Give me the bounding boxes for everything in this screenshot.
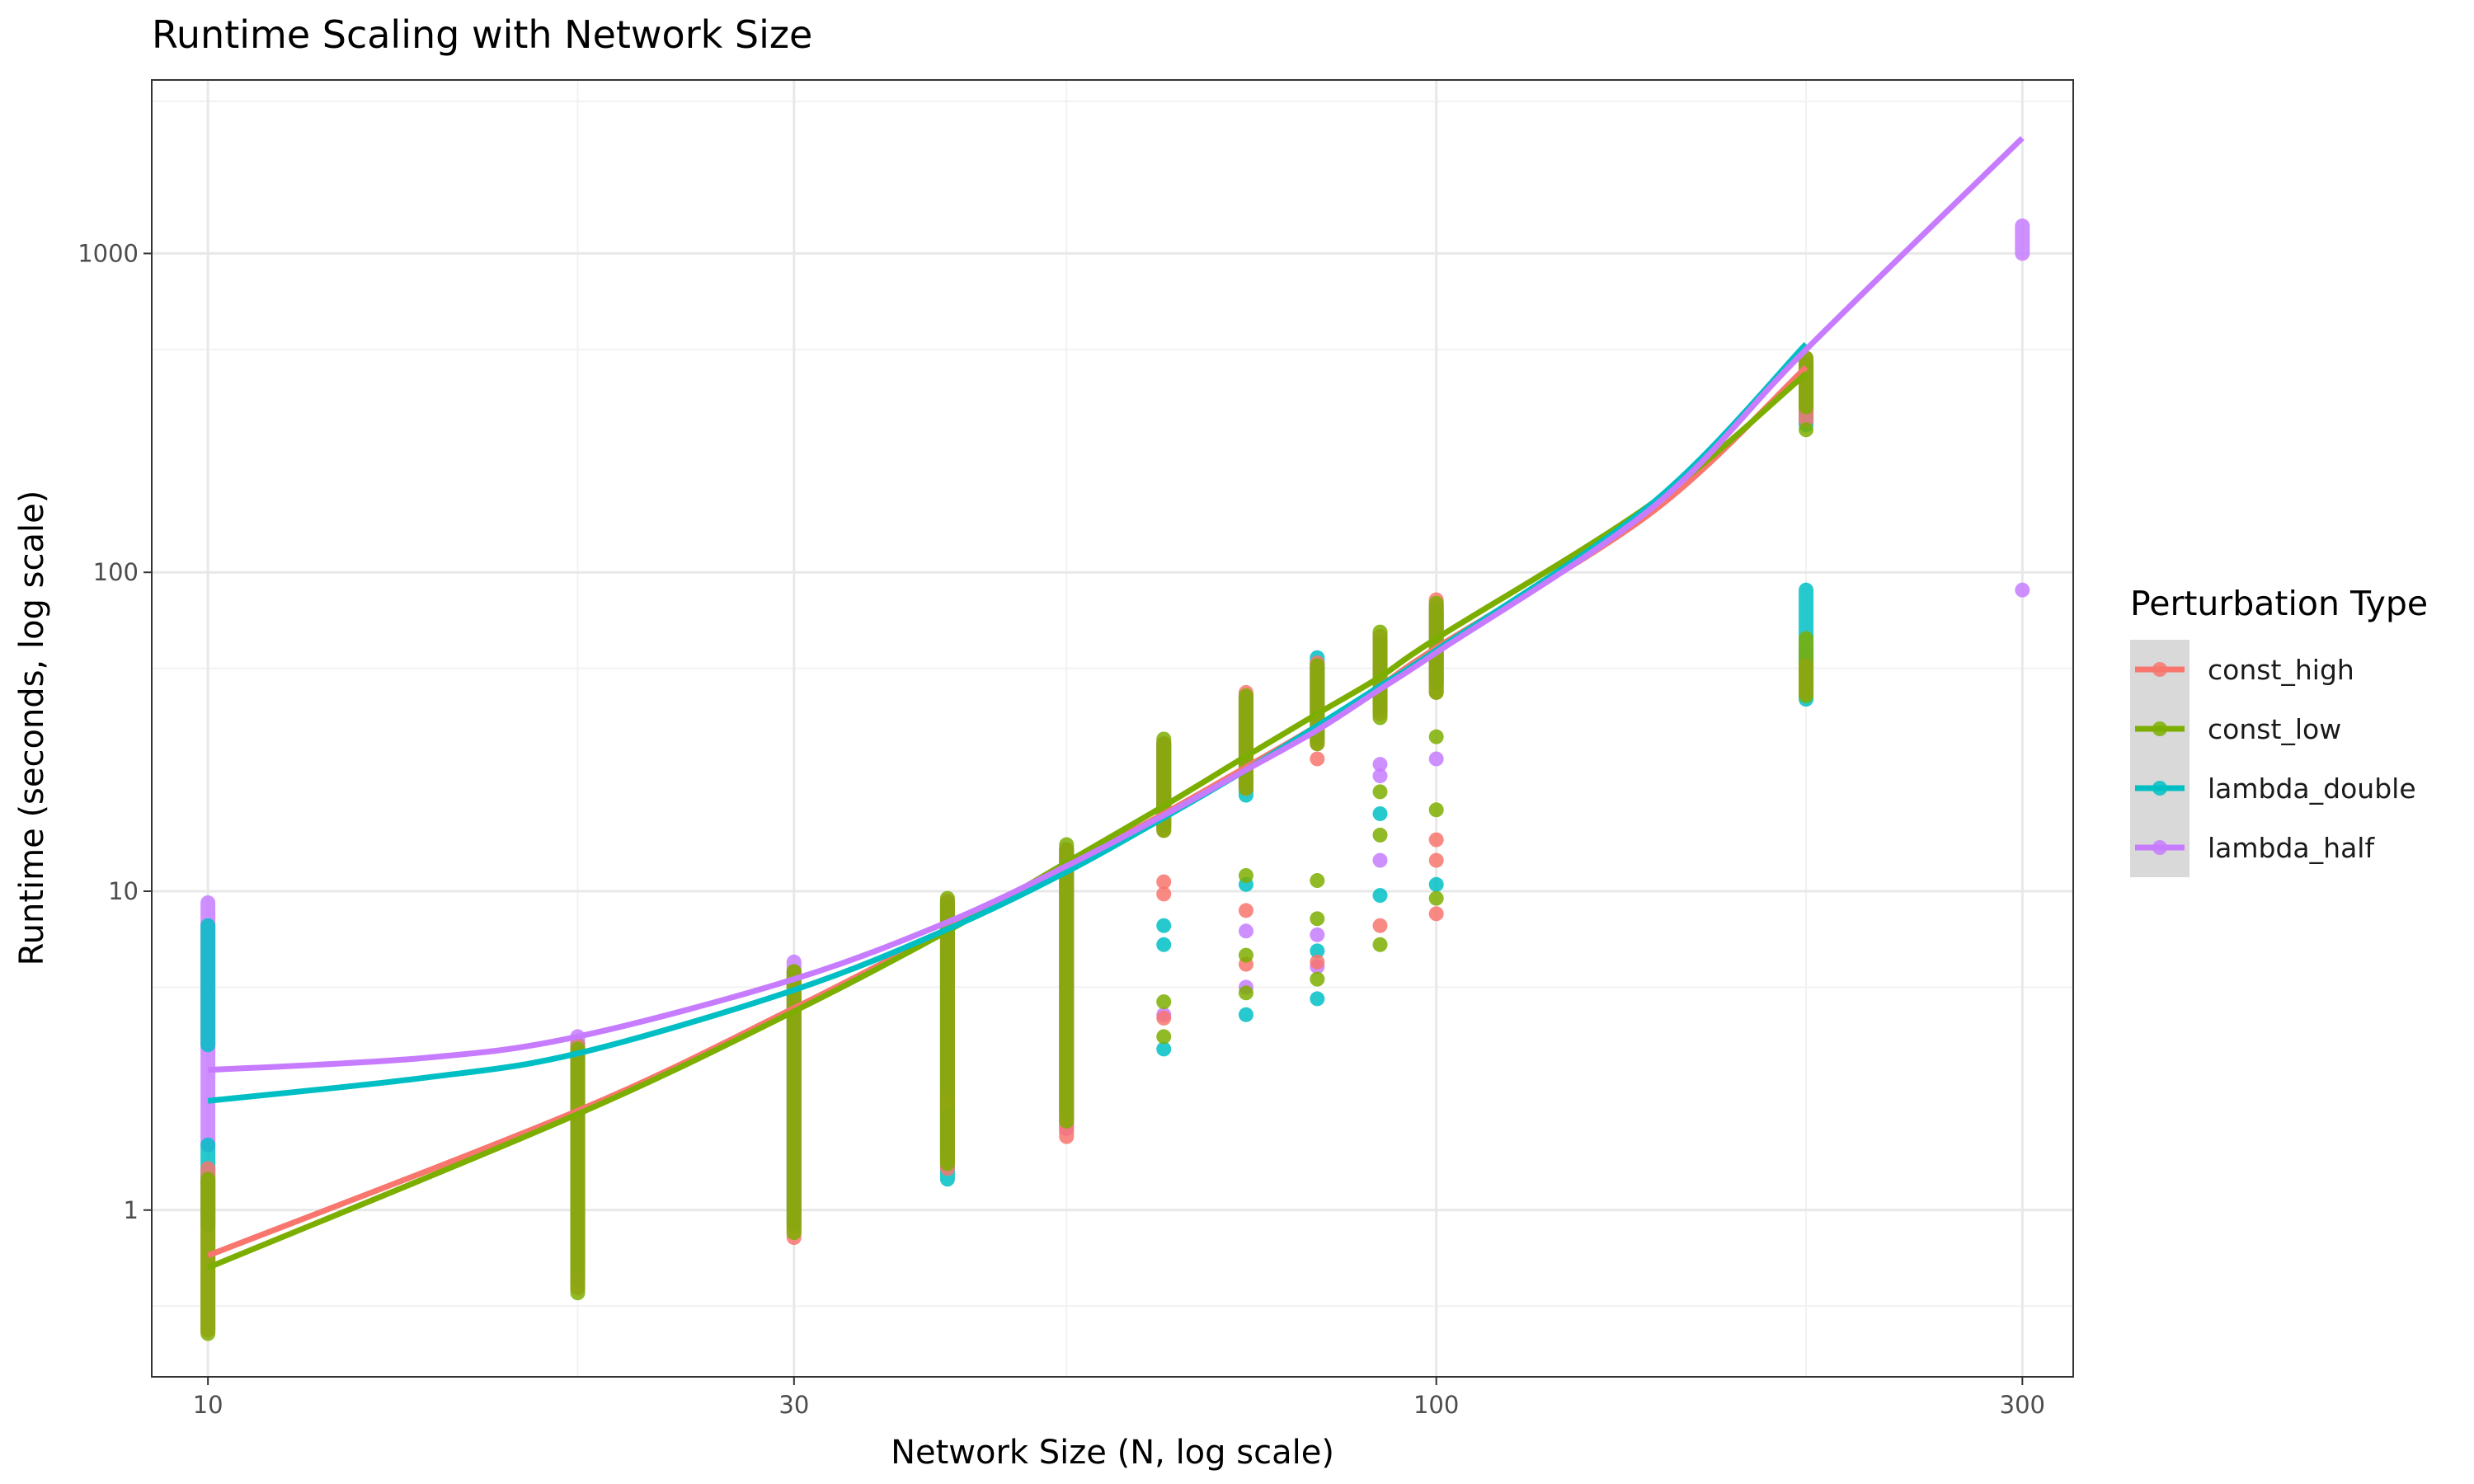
x-axis-title: Network Size (N, log scale) [891,1434,1334,1472]
data-point-lambda_double [1156,918,1172,933]
data-point-const_high [1372,918,1388,933]
data-point-const_high [1238,903,1253,918]
legend: Perturbation Type const_high const_lowlam… [2130,584,2428,877]
data-point-const_low [1238,985,1253,1001]
y-tick-label: 100 [93,558,139,586]
y-tick-label: 10 [108,877,139,905]
data-point-const_low [1238,867,1253,883]
fit-line-lambda_half [208,135,2025,1073]
legend-label-lambda_half: lambda_half [2208,832,2375,864]
data-point-const_high [1156,886,1172,902]
x-tick-label: 300 [2000,1391,2045,1419]
data-point-lambda_half [1372,757,1388,773]
legend-point-lambda_double [2152,781,2167,796]
grid-minor [152,80,2073,1377]
data-point-lambda_double [1156,1041,1172,1057]
data-point-const_low [1428,729,1444,744]
data-point-lambda_half [1372,852,1388,868]
legend-item-const_low: const_low [2135,713,2341,745]
data-point-lambda_double [1238,1007,1253,1022]
data-point-lambda_half [1310,927,1325,942]
data-point-lambda_half [1372,768,1388,784]
data-point-lambda_double [1372,805,1388,821]
data-point-const_high [1428,906,1444,922]
y-tick-label: 1000 [78,239,139,267]
y-axis: 1 10 100 1000 [78,239,152,1224]
data-point-const_low [1372,827,1388,843]
data-point-lambda_half [1428,751,1444,767]
data-point-const_low [1428,890,1444,906]
data-point-const_low [1310,911,1325,927]
legend-item-lambda_half: lambda_half [2135,832,2375,864]
data-point-const_high [1156,874,1172,890]
x-tick-label: 100 [1413,1391,1459,1419]
fit-lines-layer [206,135,2025,1270]
legend-item-lambda_double: lambda_double [2135,773,2416,805]
fit-line-const_low [206,371,1808,1270]
legend-label-const_high: const_high [2208,654,2354,686]
data-point-const_low [1372,784,1388,800]
legend-item-const_high: const_high [2135,654,2354,686]
legend-point-const_low [2152,721,2167,736]
data-point-lambda_double [1372,888,1388,904]
data-point-const_low [1156,994,1172,1010]
x-tick-label: 30 [778,1391,809,1419]
data-point-lambda_double [1310,943,1325,959]
data-point-const_high [1428,832,1444,848]
data-point-const_low [1428,802,1444,818]
plot-border [151,79,2074,1378]
data-point-const_low [1238,947,1253,963]
legend-point-lambda_half [2152,840,2167,855]
legend-key-background [2130,640,2189,877]
plot-panel [152,80,2073,1377]
data-point-lambda_half [1238,923,1253,939]
data-point-lambda_double [1310,991,1325,1007]
legend-label-const_low: const_low [2208,713,2341,745]
legend-title: Perturbation Type [2130,584,2428,623]
data-point-const_low [1310,873,1325,889]
data-point-lambda_double [1156,937,1172,952]
legend-point-const_high [2152,662,2167,677]
data-point-lambda_double [1428,876,1444,892]
data-point-const_low [1799,422,1814,438]
legend-label-lambda_double: lambda_double [2208,773,2416,805]
x-tick-label: 10 [193,1391,223,1419]
x-axis: 10 30 100 300 [193,1377,2045,1419]
data-point-const_high [1310,751,1325,767]
y-axis-title: Runtime (seconds, log scale) [13,491,51,966]
data-point-const_low [1372,937,1388,952]
data-point-const_high [1310,954,1325,970]
data-point-const_high [1156,1010,1172,1026]
data-point-const_low [1156,1029,1172,1045]
data-point-const_low [1310,971,1325,987]
data-point-lambda_half [2015,582,2030,598]
data-point-const_high [1428,852,1444,868]
chart-title: Runtime Scaling with Network Size [152,12,812,57]
y-tick-label: 1 [124,1196,139,1224]
